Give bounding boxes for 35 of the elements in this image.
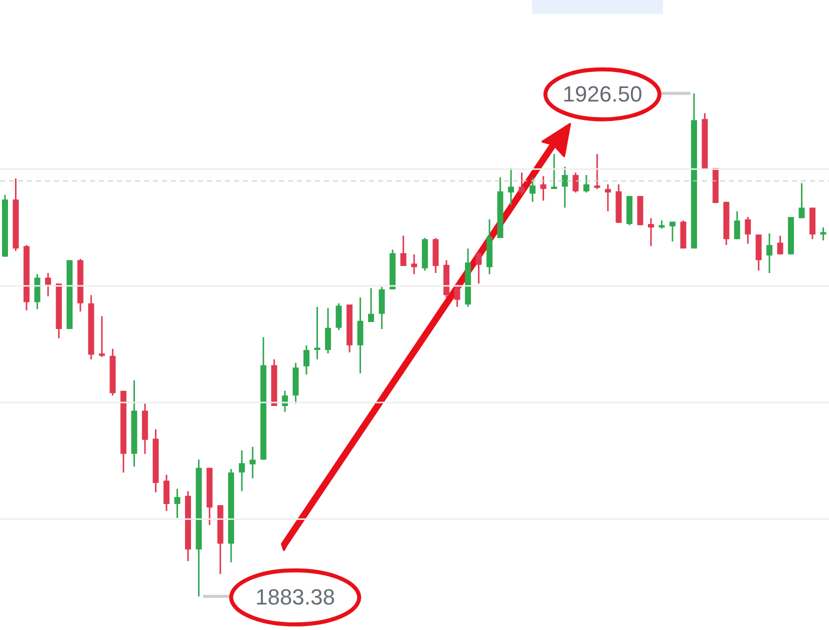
candlestick xyxy=(777,234,784,256)
candlestick xyxy=(766,232,772,274)
candlestick xyxy=(744,216,751,245)
candlestick xyxy=(174,488,180,519)
candlestick xyxy=(551,153,558,190)
annotation: 1883.38 xyxy=(255,584,335,610)
candlestick xyxy=(648,217,654,247)
candlestick xyxy=(454,282,460,308)
candlestick xyxy=(250,446,256,480)
candlestick xyxy=(670,220,676,242)
candlestick xyxy=(98,315,105,358)
candlestick xyxy=(314,306,320,360)
candlestick xyxy=(45,272,52,298)
candlestick xyxy=(798,182,805,219)
candlestick xyxy=(530,176,536,203)
candlestick xyxy=(508,167,514,206)
candlestick xyxy=(336,302,342,331)
candlestick xyxy=(540,175,546,202)
candlestick xyxy=(400,234,406,267)
candlestick xyxy=(820,226,826,242)
candlestick xyxy=(604,184,611,212)
candlestick xyxy=(583,174,590,194)
candlestick xyxy=(303,344,310,376)
candlestick xyxy=(368,287,374,323)
candlestick xyxy=(163,474,170,512)
candlestick xyxy=(476,251,482,284)
candlestick xyxy=(518,172,525,196)
candlestick xyxy=(734,210,740,240)
candlestick xyxy=(562,166,568,208)
candlestick xyxy=(238,450,245,492)
candlestick xyxy=(411,254,418,275)
candlestick xyxy=(572,172,579,194)
annotation: 1926.50 xyxy=(562,81,642,106)
candlestick xyxy=(324,307,331,354)
candlestick xyxy=(594,153,600,190)
